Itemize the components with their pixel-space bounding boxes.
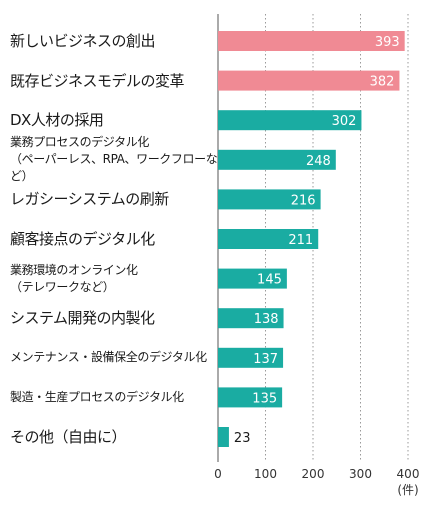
bar-value-label: 382 [370,75,395,90]
x-tick-label: 100 [254,467,277,481]
bar [218,268,287,289]
category-label: 新しいビジネスの創出 [10,32,220,50]
category-label: DX人材の採用 [10,111,220,129]
category-label: その他（自由に） [10,428,220,446]
category-label-line: メンテナンス・設備保全のデジタル化 [10,350,207,365]
bar-value-label: 216 [291,193,316,208]
category-label: 顧客接点のデジタル化 [10,230,220,248]
category-label-line: 新しいビジネスの創出 [10,32,156,50]
category-label: レガシーシステムの刷新 [10,190,220,208]
category-label: 業務環境のオンライン化 （テレワークなど） [10,262,220,296]
category-label-line: DX人材の採用 [10,111,104,130]
category-label: 既存ビジネスモデルの変革 [10,72,220,90]
category-label-line: （テレワークなど） [10,279,115,294]
bar [218,70,400,91]
category-label: 製造・生産プロセスのデジタル化 [10,389,220,406]
bar [218,347,284,368]
bar-value-label: 23 [234,431,251,446]
bar [218,149,336,170]
bar [218,308,284,329]
category-label-line: レガシーシステムの刷新 [10,190,169,209]
x-unit-label: (件) [397,483,418,497]
bar [218,387,283,408]
x-tick-label: 0 [214,467,222,481]
bar-value-label: 145 [257,273,282,288]
bar [218,229,319,249]
category-label-line: その他（自由に） [10,428,127,446]
x-tick-label: 300 [349,467,372,481]
category-label-line: （ペーパーレス、RPA、ワークフローなど） [10,152,218,184]
bar [218,31,405,51]
bar-value-label: 211 [288,233,313,248]
category-label: 業務プロセスのデジタル化 （ペーパーレス、RPA、ワークフローなど） [10,135,220,183]
bar [218,427,229,447]
x-tick-label: 200 [302,467,325,481]
bar-value-label: 137 [253,352,278,367]
category-label-line: 製造・生産プロセスのデジタル化 [10,389,184,404]
bar [218,189,321,210]
bar-value-label: 138 [254,312,279,327]
category-label: システム開発の内製化 [10,309,220,327]
category-label-line: 業務プロセスのデジタル化 [10,135,149,150]
category-label-line: 既存ビジネスモデルの変革 [10,71,185,90]
bar-value-label: 393 [375,35,400,50]
category-label-line: システム開発の内製化 [10,309,155,328]
bar-value-label: 302 [332,114,357,129]
category-label: メンテナンス・設備保全のデジタル化 [10,349,220,366]
x-tick-label: 400 [397,467,420,481]
bar-value-label: 248 [306,154,331,169]
bar [218,110,362,131]
category-label-line: 顧客接点のデジタル化 [10,230,155,248]
category-label-line: 業務環境のオンライン化 [10,262,138,277]
bar-value-label: 135 [252,391,277,406]
